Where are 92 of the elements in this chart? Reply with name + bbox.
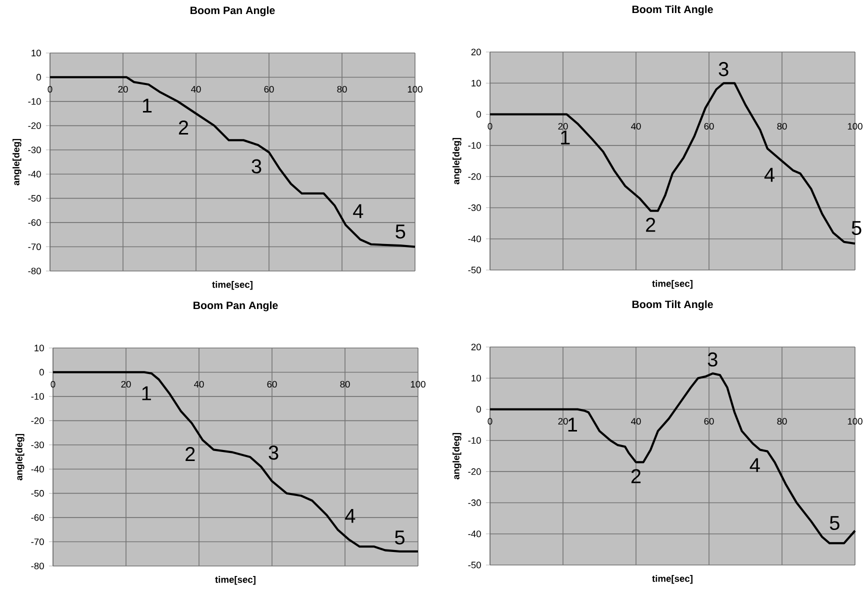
- y-tick-label: -40: [468, 530, 481, 538]
- x-tick-label: 80: [340, 380, 350, 388]
- annotation: 1: [568, 418, 577, 432]
- chart-title: Boom Pan Angle: [190, 6, 275, 16]
- y-tick-label: -30: [28, 146, 41, 154]
- annotation: 5: [830, 516, 840, 530]
- y-axis-title: angle[deg]: [452, 432, 462, 480]
- x-axis-title: time[sec]: [212, 281, 252, 290]
- x-tick-label: 100: [410, 380, 426, 388]
- y-tick-label: -30: [468, 499, 481, 506]
- annotation: 5: [396, 224, 406, 239]
- y-tick-label: 20: [471, 48, 481, 56]
- y-tick-label: -50: [28, 195, 41, 202]
- y-tick-label: -60: [28, 219, 41, 226]
- x-axis-title: time[sec]: [215, 576, 256, 585]
- x-tick-label: 100: [848, 123, 862, 130]
- annotation: 2: [631, 469, 641, 484]
- chart-title: Boom Tilt Angle: [632, 300, 713, 310]
- x-tick-label: 60: [267, 380, 277, 388]
- y-tick-label: -30: [31, 442, 44, 448]
- annotation: 4: [764, 168, 774, 182]
- x-tick-label: 80: [337, 86, 347, 93]
- x-tick-label: 80: [777, 418, 787, 425]
- y-axis-title: angle[deg]: [16, 434, 24, 480]
- y-tick-label: 0: [36, 74, 41, 81]
- x-tick-label: 60: [704, 418, 714, 425]
- y-tick-label: -70: [28, 243, 41, 250]
- x-tick-label: 60: [264, 86, 274, 93]
- annotation: 5: [394, 530, 404, 545]
- x-tick-label: 20: [558, 418, 568, 425]
- y-axis-title: angle[deg]: [12, 138, 22, 186]
- annotation: 4: [353, 204, 364, 218]
- x-tick-label: 100: [408, 86, 422, 93]
- y-tick-label: 20: [471, 344, 481, 350]
- x-axis-title: time[sec]: [652, 575, 692, 584]
- annotation: 2: [178, 120, 188, 134]
- x-tick-label: 20: [118, 86, 128, 93]
- x-tick-label: 0: [488, 418, 492, 425]
- annotation: 3: [718, 62, 728, 76]
- y-tick-label: -10: [468, 437, 481, 444]
- x-tick-label: 20: [121, 380, 131, 388]
- y-tick-label: -20: [468, 468, 481, 475]
- annotation: 2: [186, 446, 195, 461]
- x-tick-label: 100: [848, 418, 862, 425]
- y-tick-label: -80: [28, 268, 41, 274]
- y-tick-label: -10: [31, 393, 44, 400]
- y-tick-label: 10: [472, 374, 481, 382]
- y-tick-label: 10: [32, 50, 41, 56]
- x-tick-label: 40: [191, 86, 201, 93]
- y-tick-label: -50: [468, 562, 481, 568]
- chart-title: Boom Tilt Angle: [632, 5, 713, 16]
- y-tick-label: -30: [468, 204, 481, 212]
- annotation: 4: [345, 508, 356, 523]
- annotation: 3: [268, 446, 278, 460]
- x-tick-label: 0: [48, 86, 52, 93]
- x-axis-title: time[sec]: [652, 280, 692, 289]
- y-tick-label: -70: [31, 538, 44, 546]
- annotation: 5: [852, 221, 862, 236]
- y-tick-label: -80: [31, 562, 44, 570]
- y-tick-label: -50: [468, 266, 481, 274]
- x-tick-label: 20: [558, 123, 568, 130]
- annotation: 3: [708, 352, 718, 367]
- y-tick-label: -40: [468, 236, 481, 242]
- annotation: 4: [750, 458, 760, 472]
- x-tick-label: 40: [194, 380, 204, 388]
- annotation: 1: [561, 130, 570, 144]
- x-tick-label: 40: [631, 418, 641, 425]
- x-tick-label: 0: [50, 380, 56, 388]
- y-tick-label: -10: [468, 142, 481, 149]
- y-tick-label: 0: [476, 111, 481, 118]
- x-tick-label: 0: [488, 123, 492, 130]
- y-tick-label: -10: [28, 98, 41, 105]
- annotation: 1: [142, 98, 152, 112]
- y-tick-label: -50: [31, 490, 44, 497]
- y-tick-label: -40: [28, 170, 41, 178]
- y-axis-title: angle[deg]: [452, 138, 462, 184]
- annotation: 1: [142, 386, 151, 400]
- y-tick-label: 0: [39, 368, 44, 376]
- y-tick-label: -20: [468, 173, 481, 180]
- annotation: 3: [252, 159, 262, 174]
- y-tick-label: -60: [31, 514, 44, 521]
- y-tick-label: -20: [31, 417, 44, 424]
- annotation: 2: [646, 218, 656, 232]
- x-tick-label: 80: [777, 123, 787, 130]
- y-tick-label: -20: [28, 122, 41, 129]
- x-tick-label: 40: [631, 123, 641, 130]
- y-tick-label: 0: [476, 406, 481, 413]
- y-tick-label: 10: [472, 80, 481, 86]
- x-tick-label: 60: [704, 123, 714, 130]
- y-tick-label: 10: [34, 344, 44, 352]
- chart-title: Boom Pan Angle: [194, 301, 278, 312]
- y-tick-label: -40: [31, 466, 44, 472]
